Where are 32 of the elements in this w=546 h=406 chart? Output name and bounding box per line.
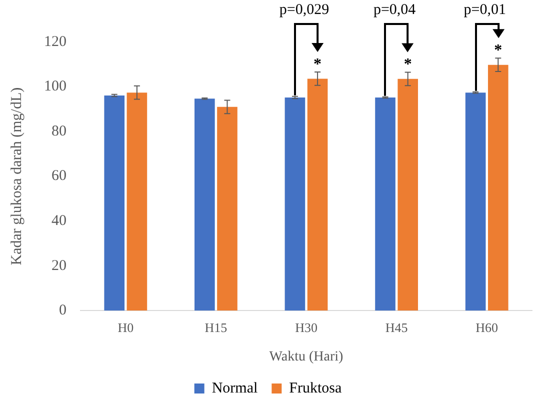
x-tick-label: H15 [204, 320, 228, 335]
y-tick-label: 120 [44, 34, 66, 50]
x-tick-label: H60 [476, 320, 498, 335]
x-axis-title: Waktu (Hari) [269, 349, 344, 364]
x-tick-label: H45 [385, 320, 408, 335]
x-tick-label: H30 [295, 320, 318, 335]
text: p=0,04 [373, 2, 416, 18]
bar [126, 92, 148, 311]
bar [398, 78, 418, 311]
bar [284, 98, 306, 311]
bar [217, 106, 238, 311]
bar [375, 98, 396, 311]
legend-label: Normal [212, 380, 258, 396]
bar [488, 64, 508, 311]
text: p=0,01 [464, 2, 506, 18]
annotation: * [494, 42, 502, 60]
y-tick-label: 0 [59, 302, 66, 319]
y-tick-label: 40 [52, 213, 66, 230]
x-tick-label: H0 [118, 320, 134, 335]
y-tick-label: 20 [52, 258, 66, 274]
y-axis-title: Kadar glukosa darah (mg/dL) [8, 87, 25, 266]
y-tick-label: 60 [52, 168, 66, 184]
y-tick-label: 80 [52, 123, 66, 140]
bar [307, 78, 328, 311]
y-tick-label: 100 [44, 78, 66, 95]
annotation: * [404, 56, 412, 74]
bar [104, 95, 125, 311]
bar [465, 92, 486, 311]
legend-label: Fruktosa [289, 380, 342, 396]
bar [194, 98, 215, 311]
annotation: * [314, 56, 322, 73]
text: p=0,029 [279, 2, 330, 18]
